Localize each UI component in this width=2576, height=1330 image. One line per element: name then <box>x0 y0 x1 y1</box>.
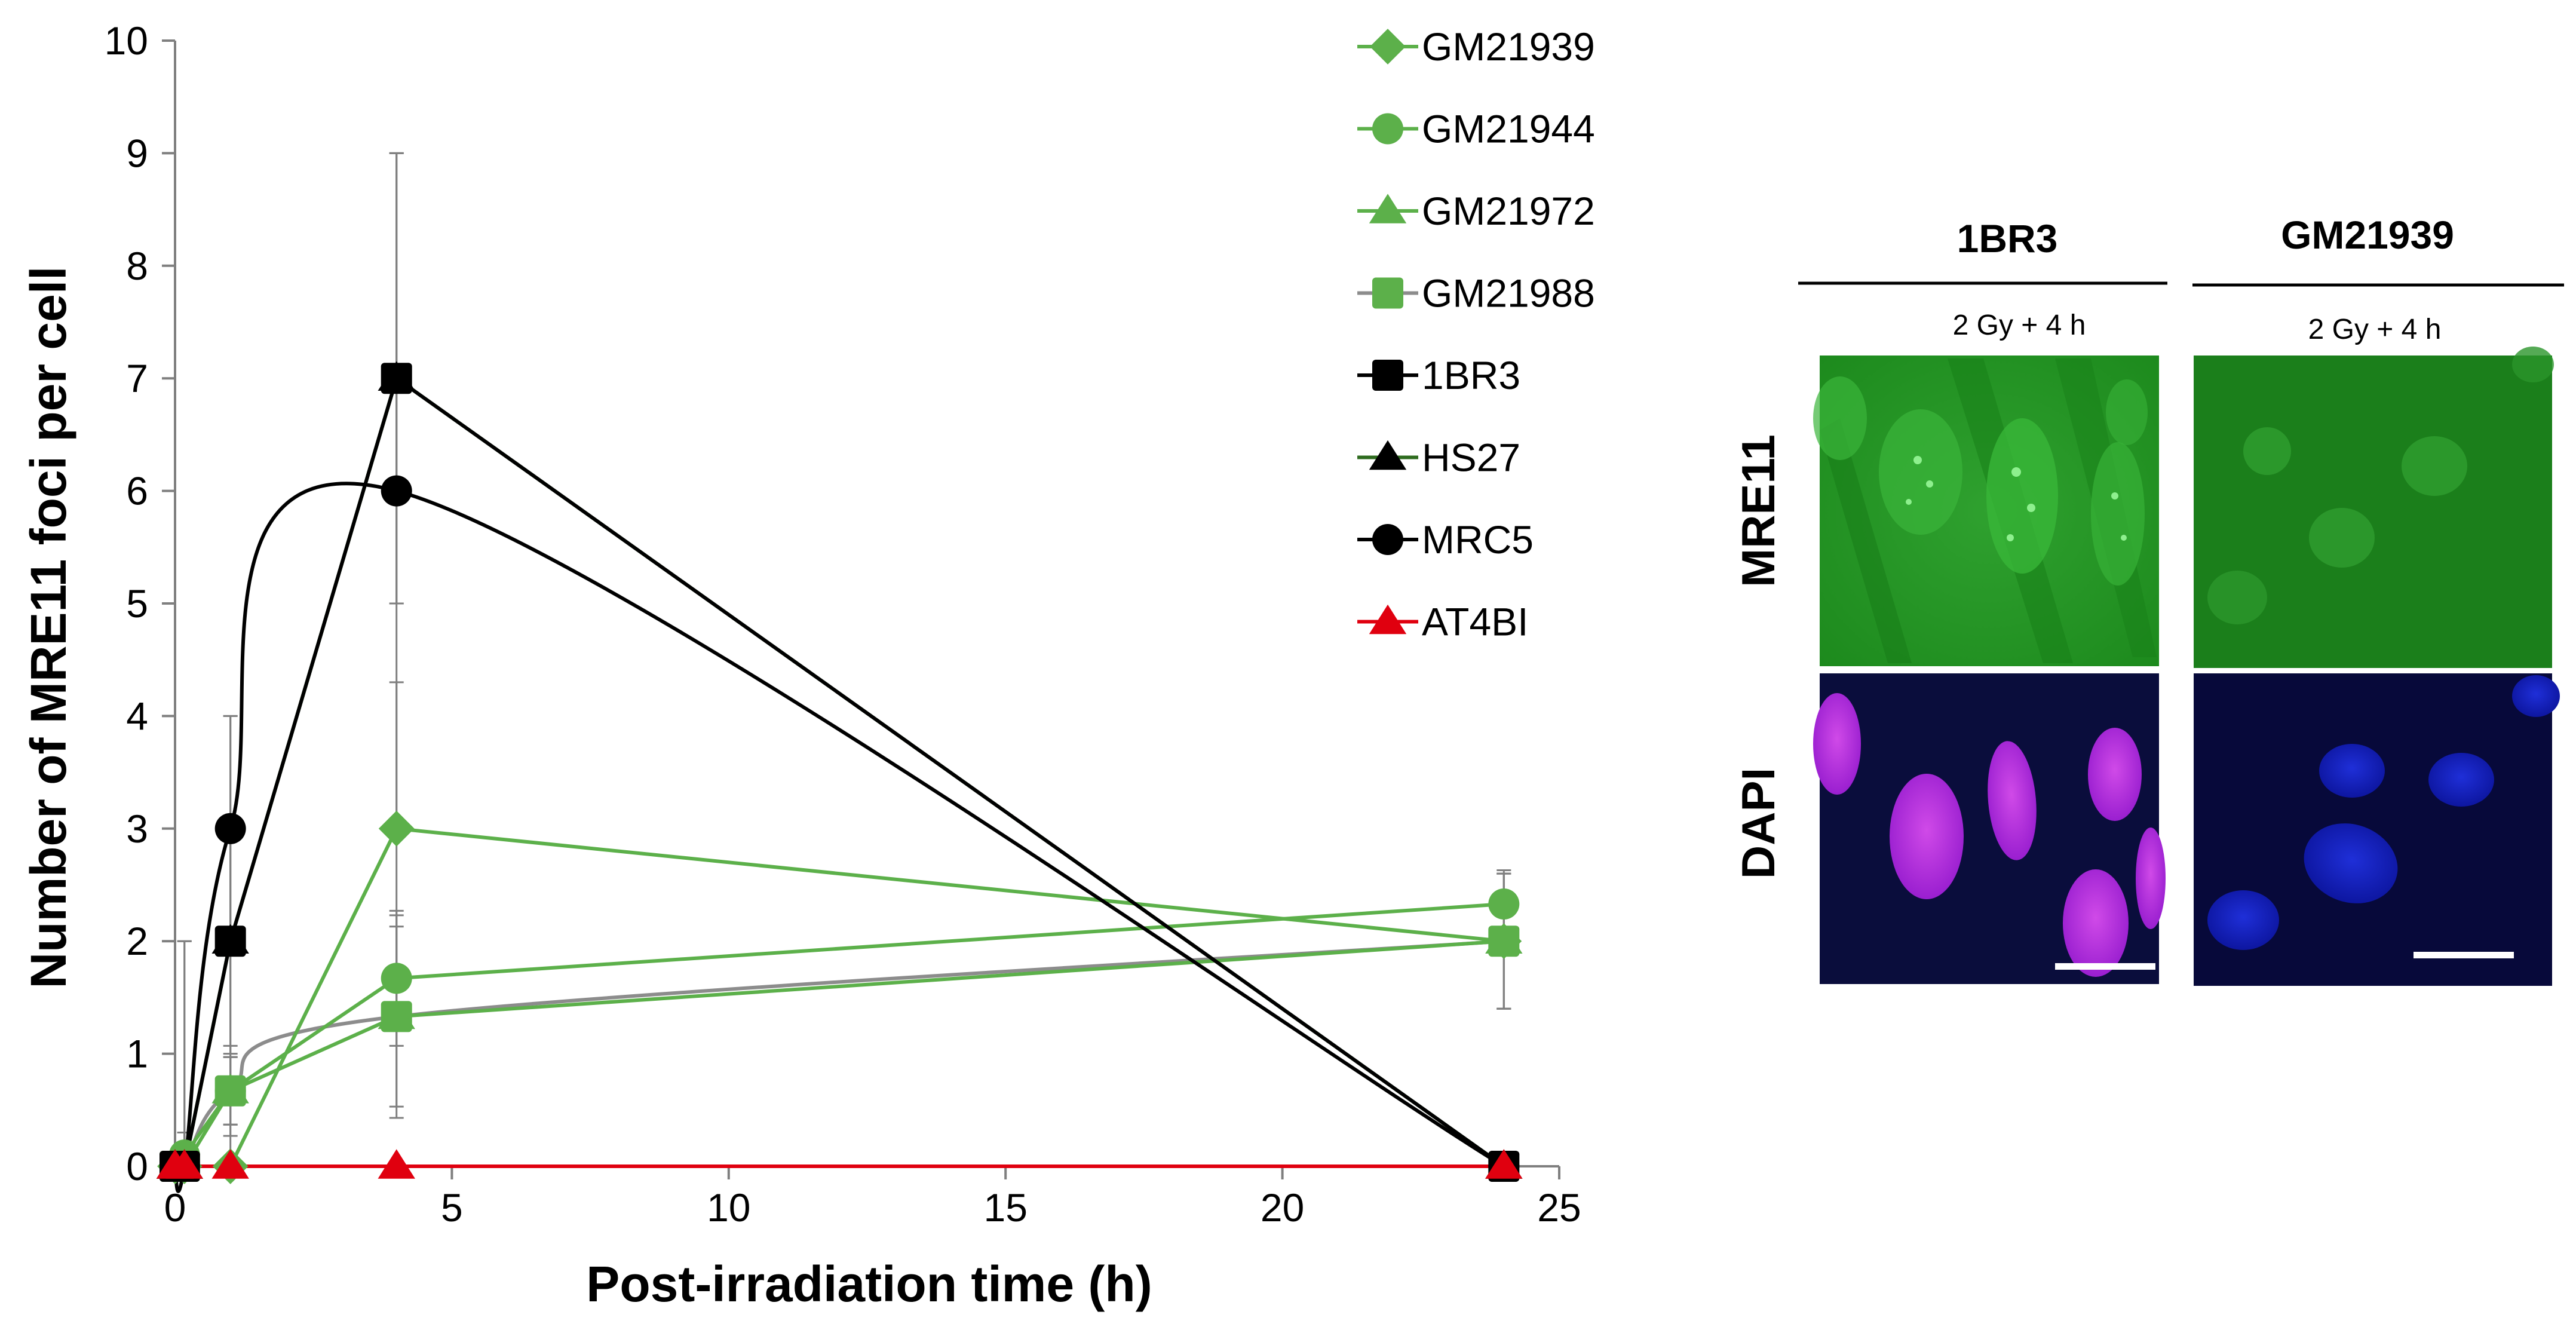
data-point-mrc5 <box>381 475 412 507</box>
legend-entry-gm21988: GM21988 <box>1357 271 1595 315</box>
y-tick-label: 10 <box>105 19 148 63</box>
data-point-gm21944 <box>214 1075 246 1107</box>
y-tick-label: 0 <box>126 1144 148 1188</box>
x-tick-label: 0 <box>164 1185 186 1230</box>
y-tick-label: 8 <box>126 244 148 288</box>
micrograph-dapi-gm21939 <box>2194 673 2560 986</box>
legend-entry-at4bi: AT4BI <box>1357 600 1529 644</box>
legend-entry-gm21944: GM21944 <box>1357 107 1595 151</box>
legend-marker <box>1369 194 1407 223</box>
legend-marker <box>1372 360 1403 391</box>
tick-labels: 0 1 2 3 4 5 6 7 8 9 10 0 5 10 15 20 25 <box>105 19 1581 1230</box>
series-line-gm21988 <box>173 939 1504 1174</box>
legend-label: 1BR3 <box>1422 353 1520 397</box>
legend-marker <box>1369 604 1407 635</box>
data-point-1br3 <box>381 363 412 394</box>
legend-entry-mrc5: MRC5 <box>1357 517 1534 562</box>
y-tick-label: 2 <box>126 919 148 963</box>
legend-marker <box>1369 440 1407 470</box>
data-point-gm21944 <box>381 963 412 994</box>
micrograph-panel: 1BR3 GM21939 2 Gy + 4 h 2 Gy + 4 h MRE11… <box>1732 213 2564 986</box>
y-axis-title: Number of MRE11 foci per cell <box>20 266 76 989</box>
legend-label: GM21972 <box>1422 189 1595 233</box>
y-tick-label: 9 <box>126 131 148 175</box>
legend-entry-hs27: HS27 <box>1357 436 1520 480</box>
legend-entry-1br3: 1BR3 <box>1357 353 1520 397</box>
series-line-1br3 <box>175 376 1505 1168</box>
legend-marker <box>1372 524 1403 555</box>
data-points <box>156 361 1523 1184</box>
data-point-mrc5 <box>214 813 246 844</box>
legend-entry-gm21972: GM21972 <box>1357 189 1595 233</box>
column-header-1br3: 1BR3 <box>1957 216 2058 261</box>
y-tick-label: 6 <box>126 469 148 513</box>
series-line-gm21972 <box>175 939 1504 1168</box>
micrograph-mre11-gm21939 <box>2194 347 2554 668</box>
series-lines <box>173 376 1505 1193</box>
legend-label: AT4BI <box>1422 600 1529 644</box>
data-point-1br3 <box>214 926 246 957</box>
legend-label: MRC5 <box>1422 517 1534 562</box>
y-tick-label: 1 <box>126 1032 148 1076</box>
series-line-hs27 <box>175 376 1505 1168</box>
x-tick-label: 5 <box>441 1185 463 1230</box>
data-point-at4bi <box>211 1149 249 1179</box>
data-point-gm21944 <box>1488 888 1520 920</box>
x-tick-label: 15 <box>983 1185 1027 1230</box>
x-tick-label: 20 <box>1261 1185 1304 1230</box>
micrograph-dapi-1br3 <box>1813 673 2166 984</box>
row-label-mre11: MRE11 <box>1732 434 1784 587</box>
data-point-at4bi <box>1485 1149 1523 1179</box>
y-tick-label: 3 <box>126 807 148 851</box>
scale-bar <box>2055 963 2155 970</box>
legend: GM21939 GM21944 GM21972 GM21988 1BR3 HS27 MRC5… <box>1357 24 1595 644</box>
legend-label: GM21939 <box>1422 24 1595 69</box>
legend-label: HS27 <box>1422 436 1520 480</box>
x-tick-label: 25 <box>1537 1185 1581 1230</box>
legend-label: GM21988 <box>1422 271 1595 315</box>
column-header-gm21939: GM21939 <box>2281 213 2454 257</box>
legend-marker <box>1372 277 1403 309</box>
x-axis-title: Post-irradiation time (h) <box>586 1256 1152 1312</box>
row-label-dapi: DAPI <box>1732 768 1784 879</box>
y-tick-label: 4 <box>126 694 148 738</box>
y-tick-label: 5 <box>126 581 148 626</box>
micrograph-mre11-1br3 <box>1813 356 2159 666</box>
series-line-gm21939 <box>175 826 1504 1168</box>
scale-bar <box>2414 952 2514 958</box>
condition-label-gm21939: 2 Gy + 4 h <box>2308 314 2442 345</box>
data-point-gm21972 <box>378 999 415 1029</box>
legend-entry-gm21939: GM21939 <box>1357 24 1595 69</box>
line-chart: 0 1 2 3 4 5 6 7 8 9 10 0 5 10 15 20 25 Post-irradiation … <box>20 19 1581 1312</box>
legend-marker <box>1372 113 1403 145</box>
data-point-gm21939 <box>378 810 415 847</box>
legend-marker <box>1370 29 1406 65</box>
x-tick-label: 10 <box>707 1185 750 1230</box>
data-point-at4bi <box>378 1149 415 1179</box>
data-point-gm21939 <box>1486 923 1522 960</box>
y-tick-label: 7 <box>126 356 148 400</box>
series-line-mrc5 <box>173 482 1505 1193</box>
axes <box>162 39 1560 1179</box>
data-point-at4bi <box>165 1149 203 1179</box>
error-bars <box>177 152 1511 1167</box>
condition-label-1br3: 2 Gy + 4 h <box>1953 309 2086 341</box>
legend-label: GM21944 <box>1422 107 1595 151</box>
